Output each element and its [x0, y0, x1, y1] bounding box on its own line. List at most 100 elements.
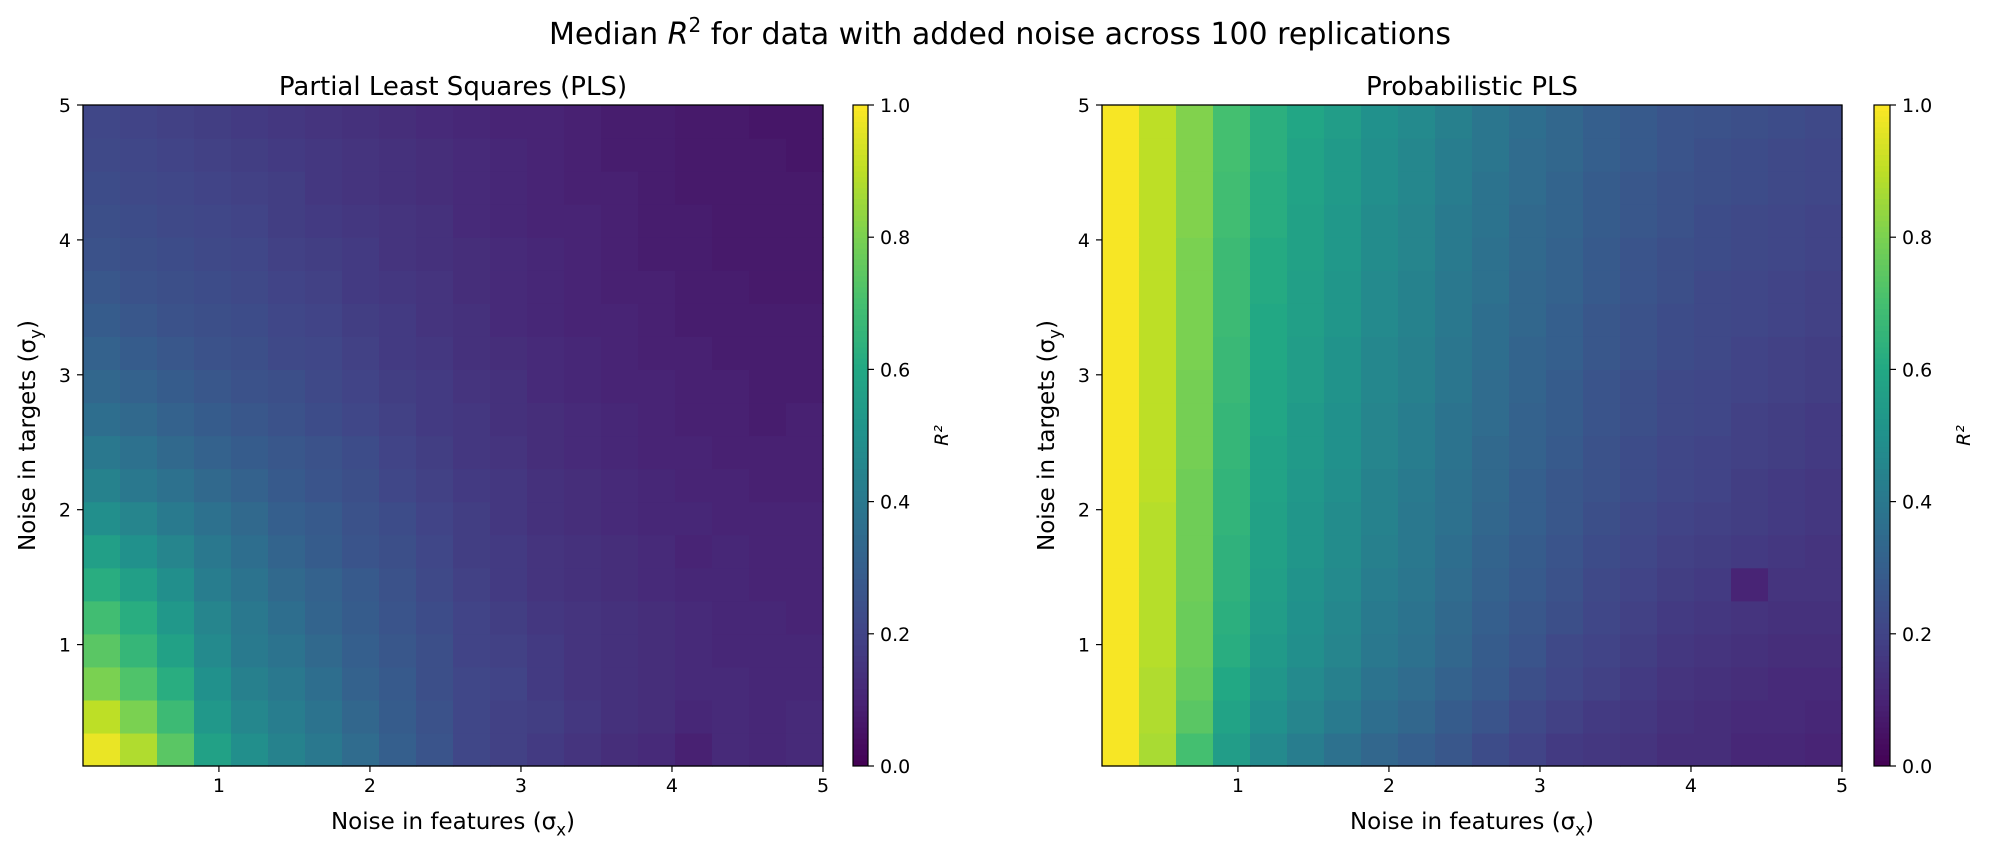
- heatmap-cell: [1472, 732, 1510, 767]
- heatmap-cell: [1620, 402, 1658, 437]
- colorbar-segment: [1874, 529, 1890, 536]
- heatmap-cell: [490, 369, 528, 404]
- heatmap-cell: [786, 105, 824, 139]
- heatmap-cell: [1694, 501, 1732, 536]
- heatmap-cell: [1768, 501, 1806, 536]
- colorbar-tick-label: 0.8: [880, 227, 910, 249]
- heatmap-cell: [675, 567, 713, 602]
- heatmap-cell: [1509, 633, 1547, 668]
- heatmap-cell: [786, 402, 824, 437]
- heatmap-cell: [1768, 402, 1806, 437]
- colorbar-segment: [853, 369, 868, 376]
- heatmap-cell: [1509, 204, 1547, 238]
- heatmap-cell: [601, 666, 639, 701]
- heatmap-cell: [1472, 666, 1510, 701]
- heatmap-cell: [527, 402, 565, 437]
- heatmap-cell: [1509, 369, 1547, 404]
- heatmap-cell: [1102, 336, 1140, 370]
- heatmap-cell: [1250, 171, 1288, 205]
- colorbar-segment: [1874, 716, 1890, 723]
- colorbar-segment: [1874, 584, 1890, 591]
- heatmap-cell: [379, 303, 417, 337]
- heatmap-cell: [194, 336, 232, 370]
- heatmap-cell: [1472, 501, 1510, 536]
- heatmap-cell: [1139, 369, 1177, 404]
- heatmap-cell: [305, 633, 343, 668]
- heatmap-cell: [1250, 633, 1288, 668]
- colorbar-segment: [853, 248, 868, 255]
- colorbar-segment: [1874, 270, 1890, 277]
- colorbar-segment: [853, 424, 868, 431]
- heatmap-cell: [1694, 204, 1732, 238]
- heatmap-cell: [601, 468, 639, 503]
- colorbar-segment: [853, 540, 868, 547]
- heatmap-cell: [416, 666, 454, 701]
- heatmap-cell: [490, 402, 528, 437]
- heatmap-cell: [638, 402, 676, 437]
- heatmap-cell: [1324, 501, 1362, 536]
- colorbar-segment: [1874, 479, 1890, 486]
- colorbar-segment: [853, 264, 868, 271]
- colorbar-segment: [853, 760, 868, 767]
- heatmap-cell: [1102, 138, 1140, 172]
- heatmap-cell: [416, 468, 454, 503]
- colorbar-segment: [1874, 231, 1890, 238]
- heatmap-cell: [453, 666, 491, 701]
- heatmap-cell: [1287, 699, 1325, 734]
- colorbar-segment: [853, 215, 868, 222]
- heatmap-cell: [1657, 171, 1695, 205]
- heatmap-cell: [231, 402, 269, 437]
- heatmap-cell: [1657, 468, 1695, 503]
- colorbar-segment: [853, 336, 868, 343]
- heatmap-cell: [712, 336, 750, 370]
- heatmap-cell: [120, 369, 158, 404]
- colorbar-segment: [853, 545, 868, 552]
- heatmap-cell: [1435, 435, 1473, 470]
- heatmap-cell: [83, 600, 121, 635]
- heatmap-cell: [1583, 336, 1621, 370]
- heatmap-cell: [1694, 105, 1732, 139]
- heatmap-cell: [749, 501, 787, 536]
- x-tick-label: 1: [1232, 775, 1244, 797]
- heatmap-cell: [342, 633, 380, 668]
- heatmap-cell: [1324, 732, 1362, 767]
- colorbar-segment: [1874, 639, 1890, 646]
- heatmap-cell: [675, 732, 713, 767]
- colorbar-segment: [853, 622, 868, 629]
- heatmap-cell: [1805, 666, 1843, 701]
- heatmap-cell: [194, 171, 232, 205]
- colorbar-segment: [1874, 710, 1890, 717]
- heatmap-cell: [231, 171, 269, 205]
- heatmap-cell: [379, 600, 417, 635]
- heatmap-cell: [416, 402, 454, 437]
- heatmap-cell: [1213, 105, 1251, 139]
- heatmap-cell: [342, 369, 380, 404]
- heatmap-cell: [120, 501, 158, 536]
- heatmap-cell: [1805, 435, 1843, 470]
- heatmap-cell: [1139, 270, 1177, 304]
- heatmap-cell: [1287, 369, 1325, 404]
- heatmap-cell: [786, 336, 824, 370]
- colorbar-segment: [1874, 540, 1890, 547]
- colorbar-segment: [1874, 165, 1890, 172]
- heatmap-cell: [120, 699, 158, 734]
- heatmap-cell: [1324, 303, 1362, 337]
- heatmap-cell: [305, 666, 343, 701]
- heatmap-cell: [1324, 369, 1362, 404]
- colorbar-segment: [1874, 688, 1890, 695]
- colorbar-segment: [853, 551, 868, 558]
- colorbar-segment: [853, 567, 868, 574]
- heatmap-cell: [1620, 171, 1658, 205]
- heatmap-cell: [1472, 237, 1510, 271]
- heatmap-cell: [490, 336, 528, 370]
- heatmap-cell: [1583, 633, 1621, 668]
- heatmap-cell: [1250, 204, 1288, 238]
- heatmap-cell: [83, 171, 121, 205]
- heatmap-cell: [268, 699, 306, 734]
- heatmap-cell: [638, 237, 676, 271]
- y-tick-label: 2: [59, 500, 71, 522]
- colorbar-segment: [853, 358, 868, 365]
- colorbar-segment: [853, 441, 868, 448]
- heatmap-cell: [564, 666, 602, 701]
- heatmap-cell: [1102, 237, 1140, 271]
